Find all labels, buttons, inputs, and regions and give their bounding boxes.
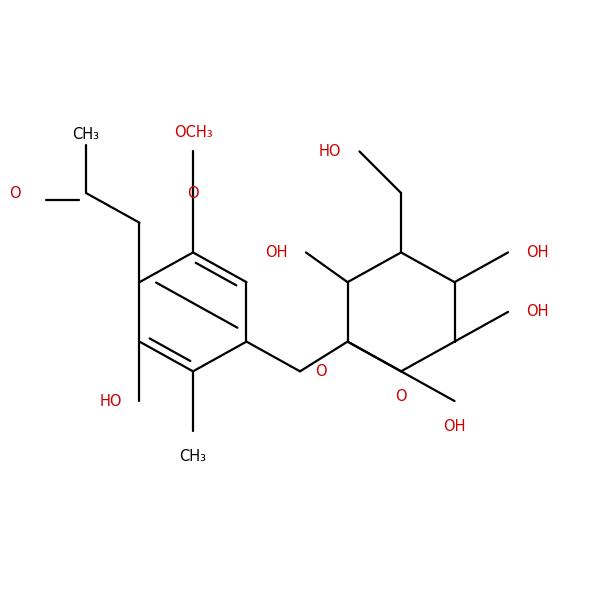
Text: OH: OH	[526, 245, 548, 260]
Text: OH: OH	[443, 419, 466, 434]
Text: OH: OH	[526, 304, 548, 319]
Text: HO: HO	[99, 394, 122, 409]
Text: O: O	[187, 185, 199, 200]
Text: OCH₃: OCH₃	[173, 125, 212, 140]
Text: CH₃: CH₃	[179, 449, 206, 464]
Text: HO: HO	[319, 144, 341, 159]
Text: CH₃: CH₃	[73, 127, 100, 142]
Text: O: O	[395, 389, 407, 404]
Text: O: O	[315, 364, 326, 379]
Text: O: O	[9, 185, 20, 200]
Text: OH: OH	[266, 245, 288, 260]
